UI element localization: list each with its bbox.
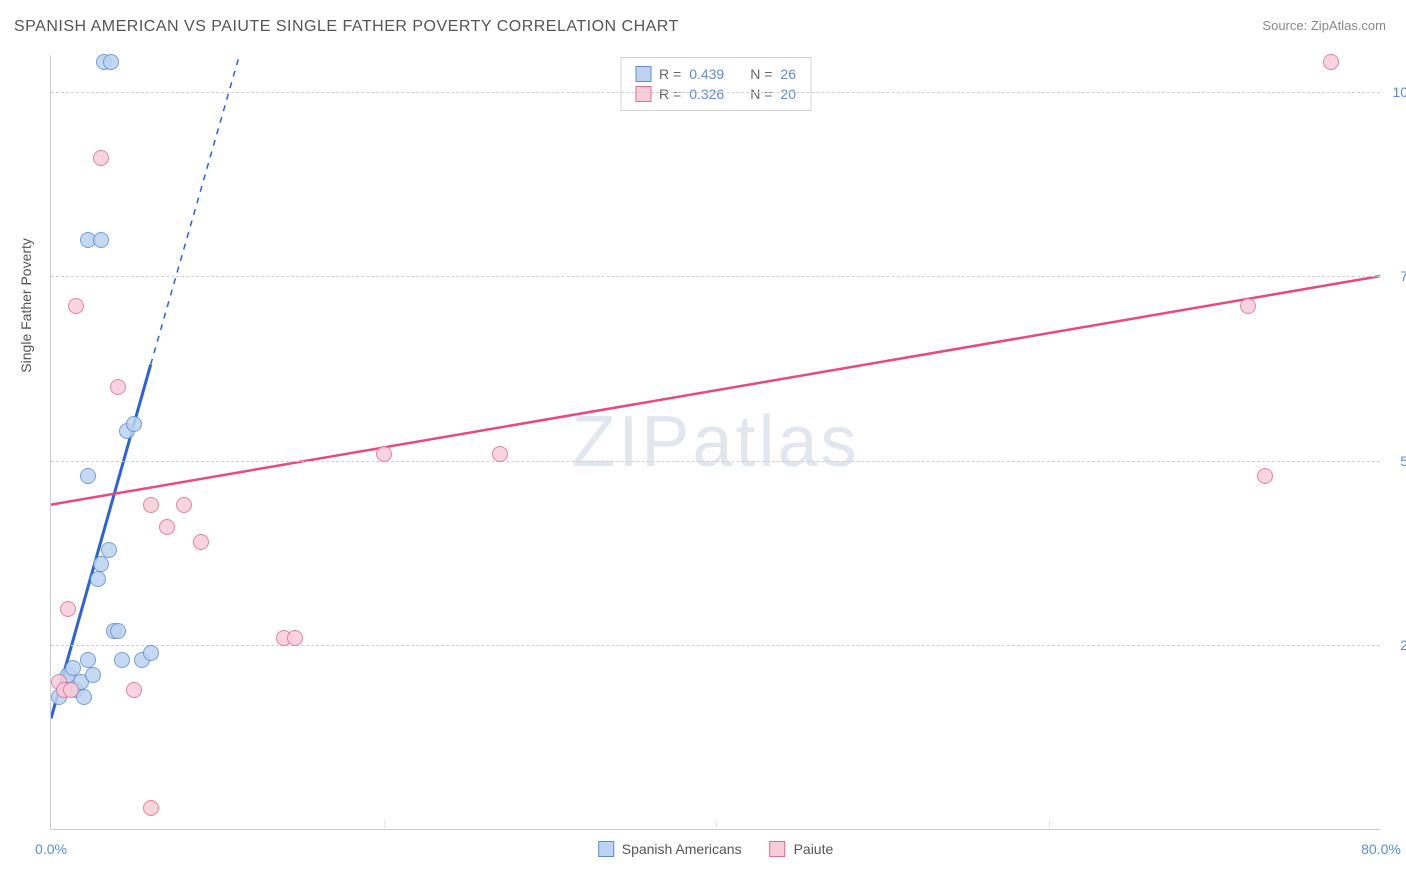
data-point — [1240, 298, 1256, 314]
stats-row: R = 0.439 N = 26 — [635, 64, 796, 84]
y-tick-label: 25.0% — [1385, 637, 1406, 653]
x-tick-label: 0.0% — [35, 841, 67, 857]
data-point — [376, 446, 392, 462]
data-point — [176, 497, 192, 513]
data-point — [60, 601, 76, 617]
data-point — [103, 54, 119, 70]
data-point — [193, 534, 209, 550]
data-point — [65, 660, 81, 676]
gridline-horizontal — [51, 461, 1380, 462]
trend-lines-svg — [51, 55, 1380, 829]
gridline-vertical — [384, 820, 385, 830]
data-point — [80, 652, 96, 668]
stat-n-value: 26 — [780, 66, 796, 82]
data-point — [114, 652, 130, 668]
data-point — [80, 468, 96, 484]
source-link[interactable]: ZipAtlas.com — [1311, 18, 1386, 33]
stats-legend-box: R = 0.439 N = 26 R = 0.326 N = 20 — [620, 57, 811, 111]
chart-container: SPANISH AMERICAN VS PAIUTE SINGLE FATHER… — [0, 0, 1406, 892]
data-point — [85, 667, 101, 683]
legend-label: Paiute — [794, 841, 834, 857]
data-point — [287, 630, 303, 646]
trend-line — [51, 276, 1380, 505]
data-point — [110, 379, 126, 395]
gridline-horizontal — [51, 92, 1380, 93]
stat-r-value: 0.439 — [689, 66, 724, 82]
data-point — [68, 298, 84, 314]
y-tick-label: 100.0% — [1385, 84, 1406, 100]
data-point — [126, 416, 142, 432]
data-point — [143, 645, 159, 661]
gridline-vertical — [716, 820, 717, 830]
plot-area: ZIPatlas R =0.439N =26R =0.326N =20 Span… — [50, 55, 1380, 830]
data-point — [1257, 468, 1273, 484]
gridline-horizontal — [51, 645, 1380, 646]
legend-swatch-icon — [635, 66, 651, 82]
source-label: Source: — [1262, 18, 1307, 33]
stat-r-label: R = — [659, 66, 681, 82]
legend-swatch-icon — [598, 841, 614, 857]
data-point — [63, 682, 79, 698]
legend-swatch-icon — [770, 841, 786, 857]
data-point — [1323, 54, 1339, 70]
data-point — [110, 623, 126, 639]
source-attribution: Source: ZipAtlas.com — [1262, 18, 1386, 33]
data-point — [93, 232, 109, 248]
stat-n-value: 20 — [780, 86, 796, 102]
legend-item: Spanish Americans — [598, 841, 742, 857]
legend-item: Paiute — [770, 841, 834, 857]
series-legend: Spanish Americans Paiute — [598, 841, 834, 857]
y-axis-label: Single Father Poverty — [18, 238, 34, 373]
x-tick-label: 80.0% — [1361, 841, 1401, 857]
stat-r-label: R = — [659, 86, 681, 102]
stat-n-label: N = — [750, 86, 772, 102]
stats-row: R = 0.326 N = 20 — [635, 84, 796, 104]
data-point — [492, 446, 508, 462]
chart-title: SPANISH AMERICAN VS PAIUTE SINGLE FATHER… — [14, 18, 679, 36]
gridline-horizontal — [51, 276, 1380, 277]
gridline-vertical — [1049, 820, 1050, 830]
data-point — [159, 519, 175, 535]
legend-swatch-icon — [635, 86, 651, 102]
data-point — [101, 542, 117, 558]
stat-r-value: 0.326 — [689, 86, 724, 102]
data-point — [93, 150, 109, 166]
y-tick-label: 75.0% — [1385, 268, 1406, 284]
data-point — [93, 556, 109, 572]
trend-line-dashed — [151, 55, 267, 365]
data-point — [90, 571, 106, 587]
watermark-text: ZIPatlas — [571, 401, 859, 483]
data-point — [126, 682, 142, 698]
data-point — [143, 497, 159, 513]
legend-label: Spanish Americans — [622, 841, 742, 857]
y-tick-label: 50.0% — [1385, 453, 1406, 469]
stat-n-label: N = — [750, 66, 772, 82]
data-point — [143, 800, 159, 816]
